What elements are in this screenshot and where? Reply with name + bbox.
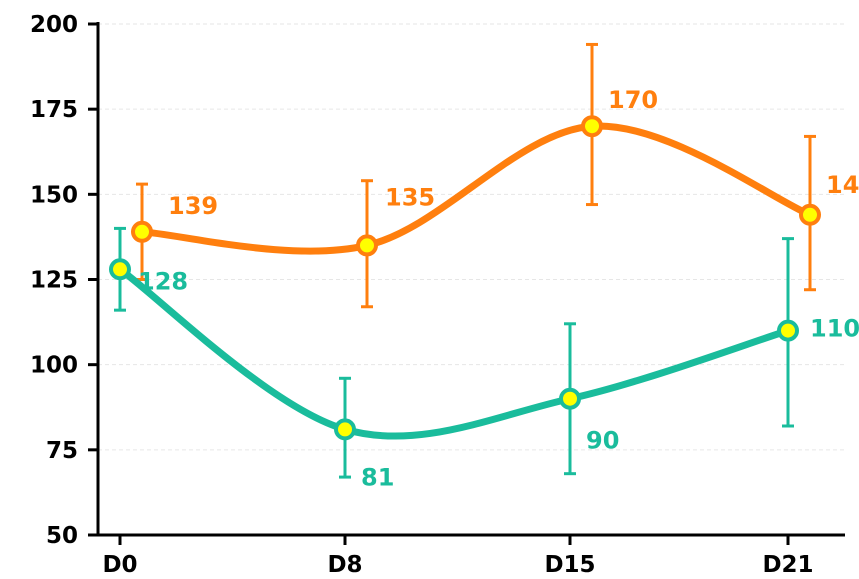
data-point — [356, 234, 378, 257]
series-orange — [131, 42, 821, 309]
data-point — [109, 258, 131, 281]
y-tick-label: 150 — [30, 182, 78, 208]
x-tick-label: D8 — [327, 552, 362, 578]
data-label: 81 — [361, 463, 394, 491]
x-tick-label: D0 — [102, 552, 137, 578]
x-tick-label: D21 — [762, 552, 813, 578]
y-tick-label: 50 — [46, 523, 78, 549]
series-teal — [109, 226, 799, 479]
x-axis-ticks: D0 D8 D15 D21 — [102, 535, 814, 578]
x-tick-label: D15 — [544, 552, 595, 578]
y-tick-label: 175 — [30, 97, 78, 123]
data-label: 170 — [608, 86, 658, 114]
y-tick-label: 200 — [30, 12, 78, 38]
y-tick-label: 100 — [30, 353, 78, 379]
y-tick-label: 125 — [30, 268, 78, 294]
series-group — [109, 42, 821, 479]
data-label: 128 — [138, 267, 188, 295]
data-label: 144 — [826, 171, 859, 199]
axes — [96, 22, 845, 537]
data-label: 135 — [385, 183, 435, 211]
data-point — [581, 115, 603, 138]
grid-lines — [98, 23, 845, 451]
data-point — [131, 220, 153, 243]
data-point — [777, 319, 799, 342]
data-point — [799, 203, 821, 226]
data-point — [334, 418, 356, 441]
data-label: 139 — [168, 192, 218, 220]
series-line — [116, 265, 792, 440]
series-line — [138, 122, 814, 255]
data-point — [559, 387, 581, 410]
y-tick-label: 75 — [46, 438, 78, 464]
data-label: 110 — [810, 315, 859, 343]
data-label: 90 — [586, 427, 619, 455]
y-axis-ticks: 50 75 100 125 150 175 200 — [30, 12, 98, 549]
data-labels: 139 135 170 144 128 81 90 110 — [138, 86, 859, 491]
